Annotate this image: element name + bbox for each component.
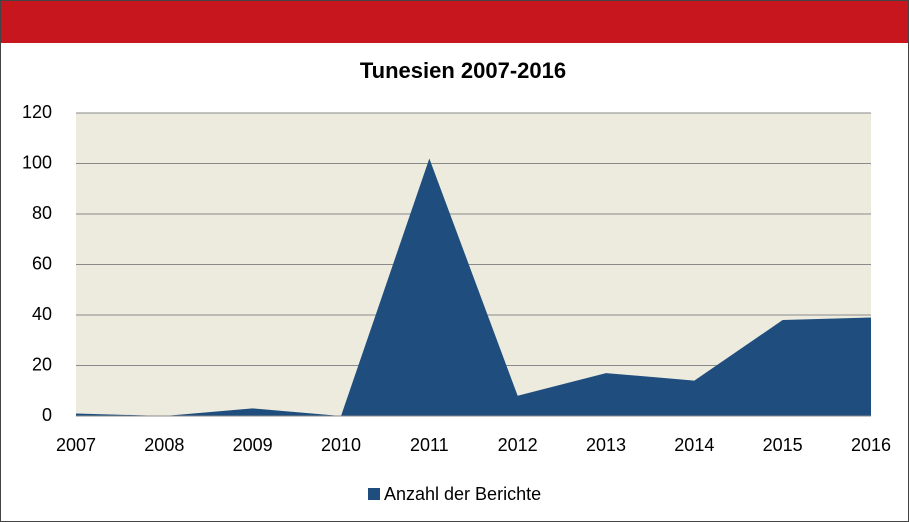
x-tick-label: 2011	[410, 435, 449, 455]
chart-title: Tunesien 2007-2016	[360, 58, 566, 83]
x-tick-label: 2008	[144, 435, 184, 455]
x-tick-label: 2010	[321, 435, 361, 455]
legend-swatch	[368, 488, 380, 500]
legend-label: Anzahl der Berichte	[384, 484, 541, 504]
x-tick-label: 2015	[763, 435, 803, 455]
y-tick-label: 40	[32, 304, 52, 324]
x-tick-label: 2012	[498, 435, 538, 455]
y-tick-label: 80	[32, 203, 52, 223]
x-tick-label: 2007	[56, 435, 96, 455]
y-tick-label: 20	[32, 354, 52, 374]
y-tick-label: 0	[42, 405, 52, 425]
x-tick-label: 2013	[586, 435, 626, 455]
x-tick-label: 2014	[674, 435, 714, 455]
y-tick-label: 100	[22, 152, 52, 172]
y-tick-label: 60	[32, 253, 52, 273]
y-tick-label: 120	[22, 102, 52, 122]
x-tick-label: 2009	[233, 435, 273, 455]
x-tick-label: 2016	[851, 435, 891, 455]
area	[76, 158, 871, 416]
header-bar	[1, 1, 908, 43]
